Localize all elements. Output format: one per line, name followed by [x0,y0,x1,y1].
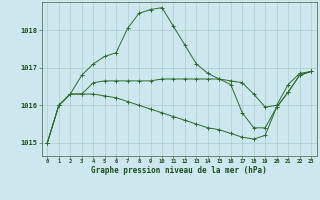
X-axis label: Graphe pression niveau de la mer (hPa): Graphe pression niveau de la mer (hPa) [91,166,267,175]
